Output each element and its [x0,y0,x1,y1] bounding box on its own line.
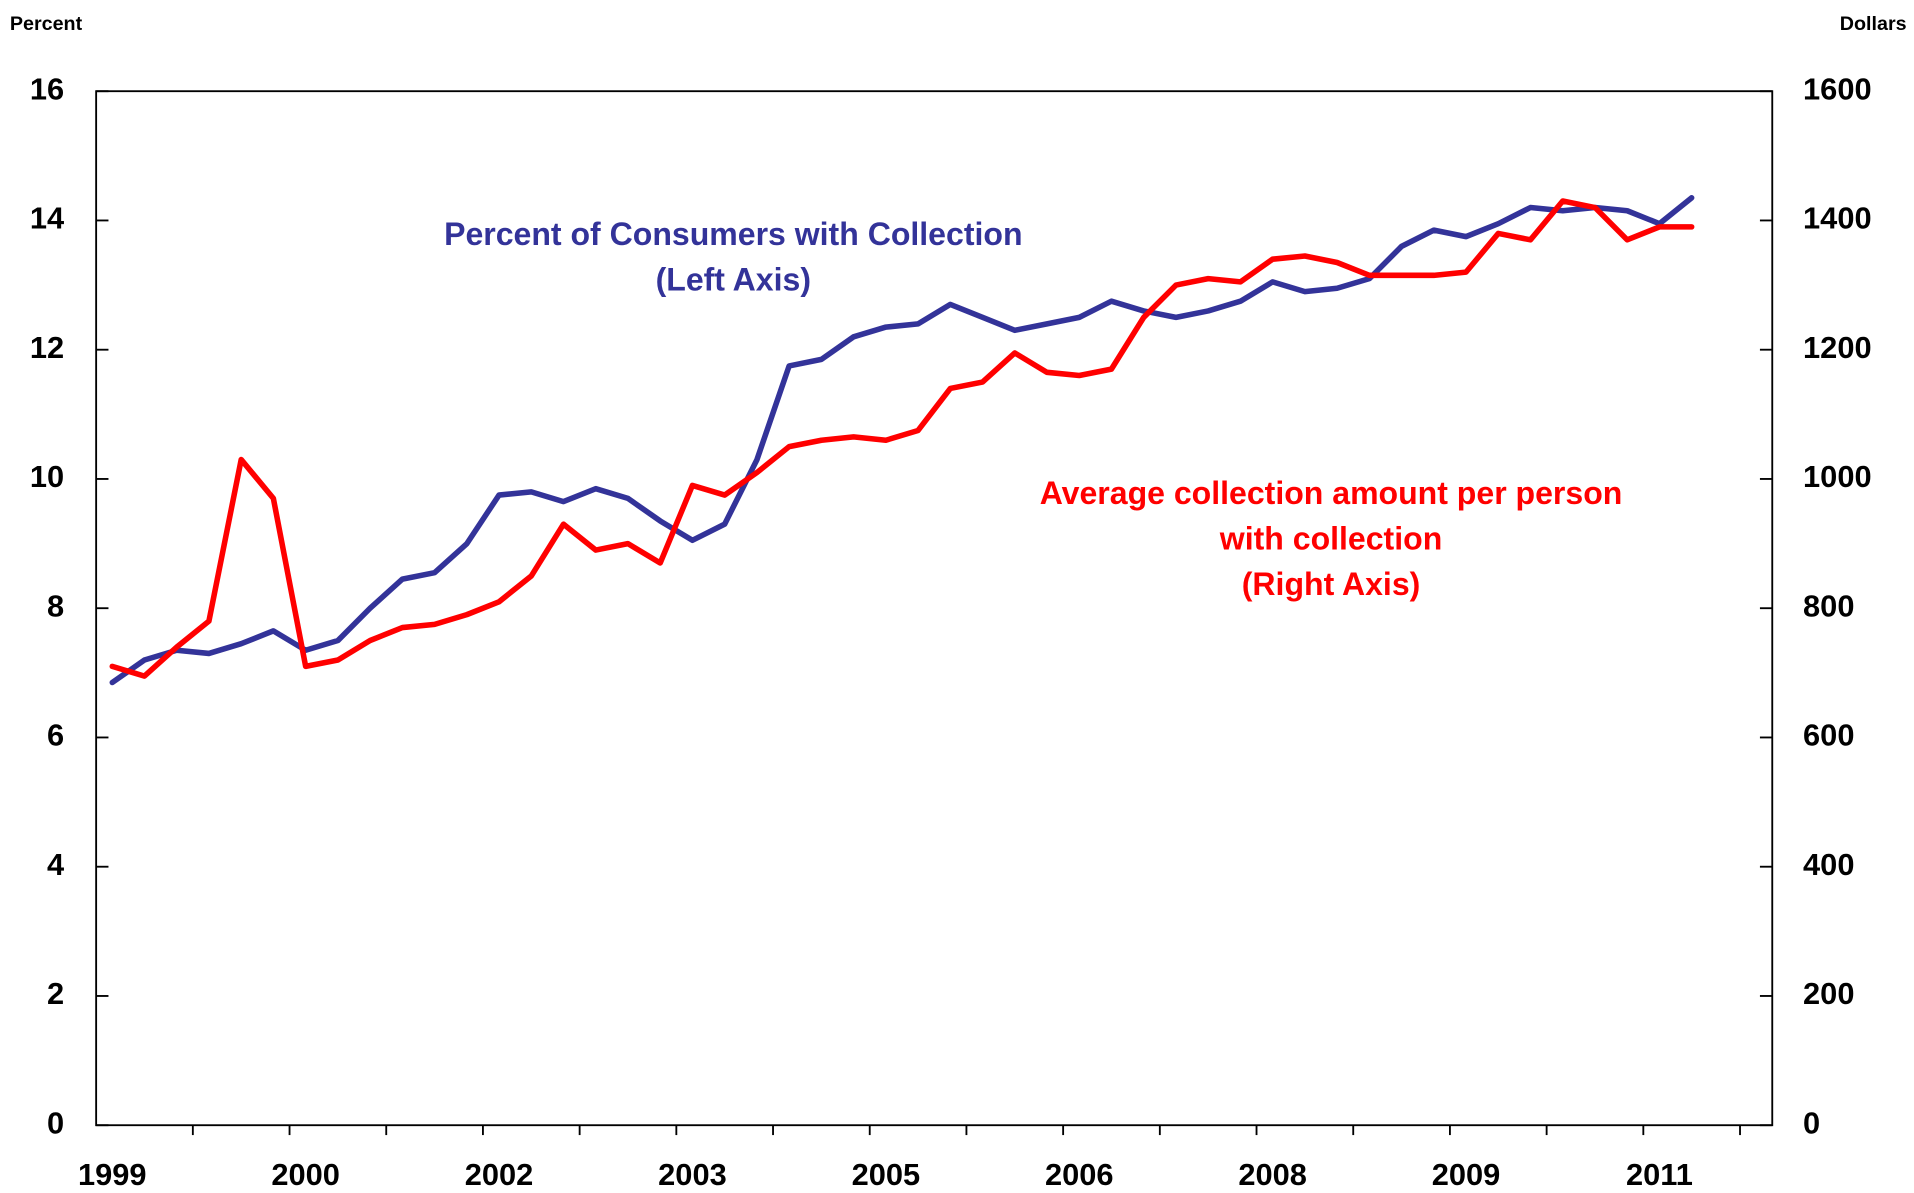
x-tick-label: 2000 [271,1157,340,1192]
y2-tick-label: 1600 [1803,71,1872,106]
y-tick-label: 4 [47,847,64,882]
y2-axis-label: Dollars [1840,13,1907,35]
y-tick-label: 8 [47,588,64,623]
y2-tick-label: 1400 [1803,201,1872,236]
y-tick-label: 0 [47,1105,64,1140]
x-tick-label: 2005 [852,1157,921,1192]
y2-tick-label: 800 [1803,588,1854,623]
x-tick-label: 1999 [78,1157,147,1192]
x-tick-label: 2009 [1432,1157,1501,1192]
y2-tick-label: 600 [1803,718,1854,753]
y-tick-label: 6 [47,718,64,753]
y2-tick-label: 1000 [1803,459,1872,494]
y2-tick-label: 0 [1803,1105,1820,1140]
x-tick-label: 2003 [658,1157,727,1192]
series-line [109,198,1695,679]
y-tick-label: 14 [30,201,64,236]
x-tick-label: 2006 [1045,1157,1114,1192]
x-tick-label: 2002 [465,1157,534,1192]
annotation: Average collection amount per person [1040,475,1623,511]
annotation: (Left Axis) [656,262,811,298]
annotation: Percent of Consumers with Collection [444,216,1022,252]
y2-tick-label: 400 [1803,847,1854,882]
annotation: (Right Axis) [1242,566,1421,602]
y-tick-label: 2 [47,976,64,1011]
annotation: with collection [1219,521,1442,557]
y2-tick-label: 1200 [1803,330,1872,365]
y2-tick-label: 200 [1803,976,1854,1011]
y-axis-label: Percent [10,13,83,35]
series-line [109,195,1695,686]
y-tick-label: 12 [30,330,64,365]
y-tick-label: 10 [30,459,64,494]
y-tick-label: 16 [30,71,64,106]
x-tick-label: 2008 [1238,1157,1307,1192]
x-tick-label: 2011 [1626,1157,1693,1192]
